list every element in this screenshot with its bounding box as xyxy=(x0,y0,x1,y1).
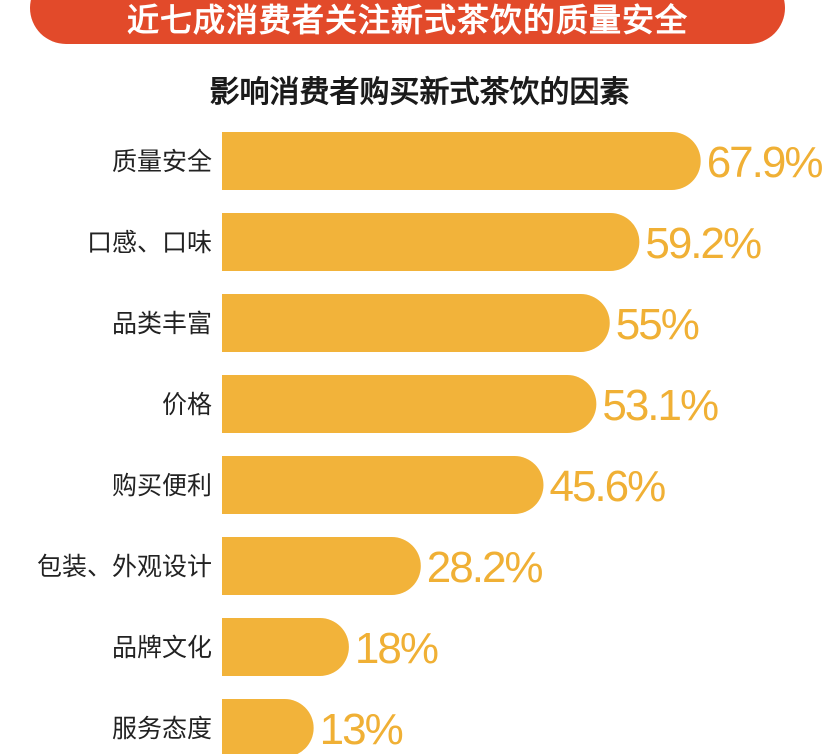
category-label-4: 购买便利 xyxy=(112,471,212,500)
value-label-1: 59.2% xyxy=(645,219,761,268)
bar-1 xyxy=(222,213,640,271)
value-label-6: 18% xyxy=(355,624,438,673)
category-label-0: 质量安全 xyxy=(112,147,212,176)
value-label-0: 67.9% xyxy=(707,138,823,187)
value-label-3: 53.1% xyxy=(602,381,718,430)
category-label-2: 品类丰富 xyxy=(112,309,212,338)
chart-title: 影响消费者购买新式茶饮的因素 xyxy=(209,75,630,110)
headline-banner: 近七成消费者关注新式茶饮的质量安全 xyxy=(30,0,785,44)
category-label-1: 口感、口味 xyxy=(87,228,212,257)
value-label-7: 13% xyxy=(320,705,403,754)
category-label-6: 品牌文化 xyxy=(112,633,212,662)
value-label-5: 28.2% xyxy=(427,543,543,592)
headline-text: 近七成消费者关注新式茶饮的质量安全 xyxy=(126,1,688,39)
category-label-5: 包装、外观设计 xyxy=(37,552,212,581)
bar-5 xyxy=(222,537,421,595)
bar-3 xyxy=(222,375,597,433)
value-label-2: 55% xyxy=(616,300,699,349)
category-label-7: 服务态度 xyxy=(112,714,212,743)
category-label-3: 价格 xyxy=(162,390,212,419)
bar-2 xyxy=(222,294,610,352)
bar-4 xyxy=(222,456,544,514)
bar-6 xyxy=(222,618,349,676)
bar-0 xyxy=(222,132,701,190)
bar-7 xyxy=(222,699,314,754)
value-label-4: 45.6% xyxy=(549,462,665,511)
